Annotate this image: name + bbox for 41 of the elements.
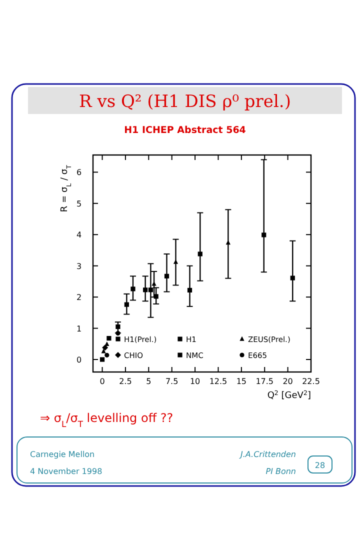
- point: [154, 294, 158, 299]
- point: [104, 352, 110, 358]
- x-tick-label: 12.5: [209, 377, 228, 386]
- y-tick-label: 5: [76, 199, 82, 208]
- chart-title: R vs Q² (H1 DIS ρ⁰ prel.): [79, 92, 291, 112]
- point: [148, 288, 153, 292]
- point: [116, 324, 120, 330]
- x-tick-label: 17.5: [256, 377, 274, 386]
- y-tick-label: 1: [76, 324, 82, 334]
- x-tick-label: 10: [190, 377, 200, 386]
- chart-subtitle: H1 ICHEP Abstract 564: [124, 125, 246, 136]
- y-tick-label: 6: [76, 168, 82, 178]
- x-tick-label: 2.5: [119, 377, 132, 386]
- point: [164, 274, 170, 278]
- point: [143, 288, 148, 292]
- x-tick-label: 22.5: [302, 377, 320, 386]
- text: J.A.Crittenden: [238, 450, 296, 459]
- y-tick-label: 2: [76, 293, 82, 302]
- point: [290, 276, 295, 280]
- text: 4 November 1998: [30, 467, 102, 476]
- point: [130, 286, 136, 292]
- y-tick-label: 0: [76, 356, 82, 365]
- text: PI Bonn: [266, 467, 296, 476]
- x-tick-label: 0: [100, 377, 105, 386]
- y-tick-label: 3: [76, 262, 82, 271]
- x-axis-title: Q$^{2}$ [GeV$^{2}$]: [267, 390, 311, 401]
- x-tick-label: 5: [146, 377, 152, 386]
- x-tick-label: 15: [236, 377, 247, 386]
- text: ⇒ σ$_{L}$/σ$_{T}$ levelling off ??: [40, 411, 174, 429]
- text: 28: [314, 461, 326, 470]
- point: [198, 252, 202, 256]
- point: [187, 288, 192, 292]
- text: Carnegie Mellon: [30, 450, 95, 459]
- point: [100, 357, 105, 362]
- y-tick-label: 4: [76, 230, 82, 240]
- point: [106, 336, 112, 341]
- x-tick-label: 7.5: [165, 377, 178, 386]
- point: [262, 232, 266, 238]
- point: [102, 344, 108, 351]
- x-tick-label: 20: [282, 377, 293, 386]
- point: [124, 302, 129, 307]
